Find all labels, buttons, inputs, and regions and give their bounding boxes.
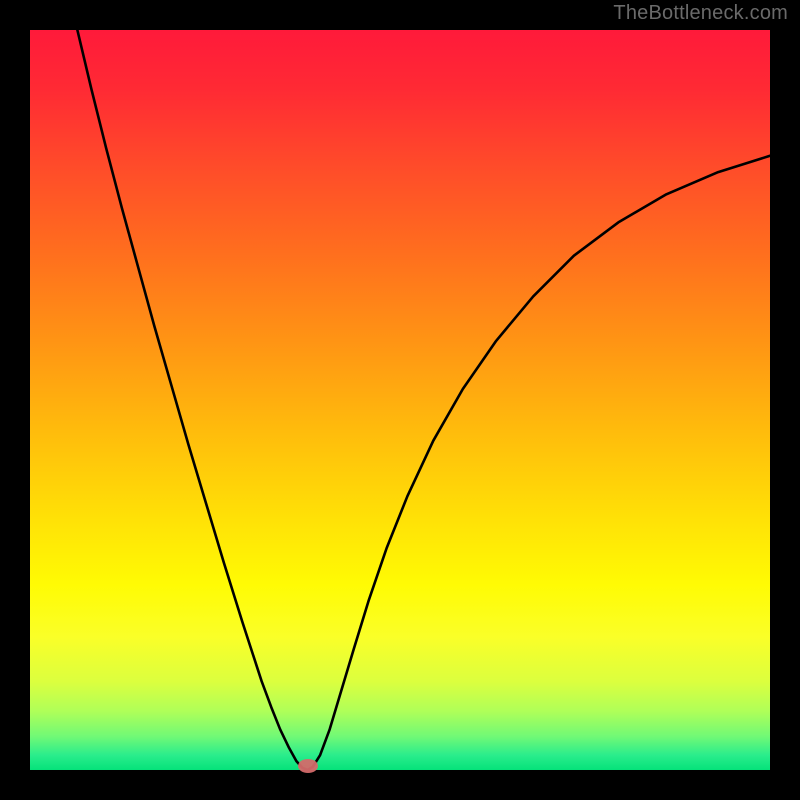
watermark-text: TheBottleneck.com [613, 2, 788, 25]
plot-area [30, 30, 770, 770]
chart-svg [30, 30, 770, 770]
gradient-background [30, 30, 770, 770]
